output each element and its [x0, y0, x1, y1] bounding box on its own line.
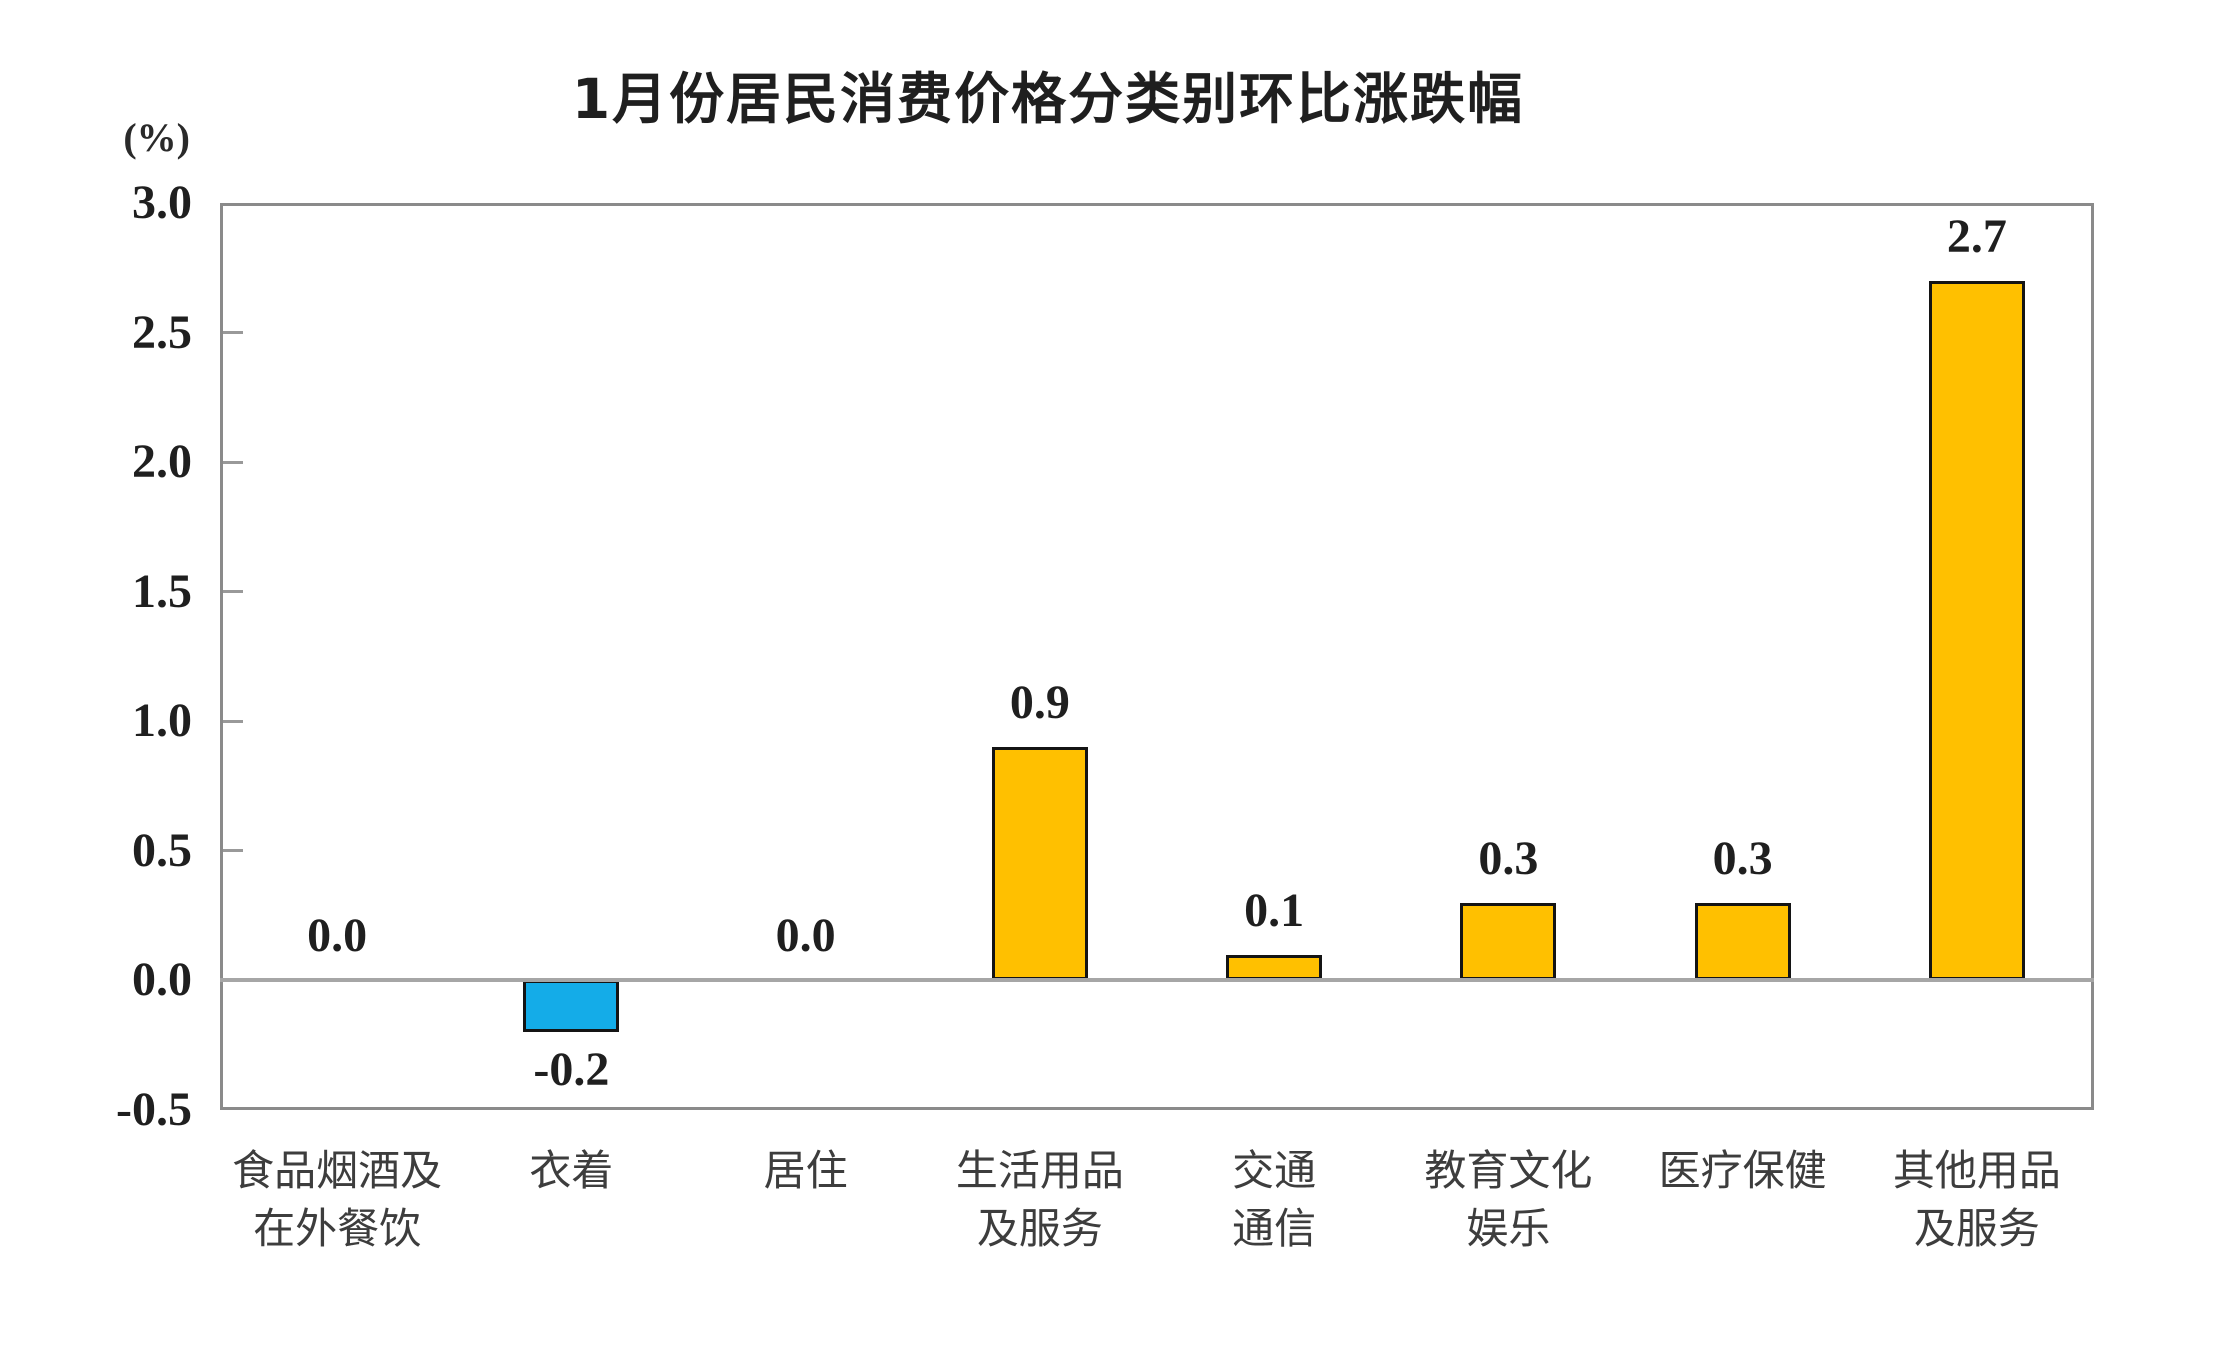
bar-value-label: 0.9 [1009, 676, 1070, 730]
bar-value-label: -0.2 [533, 1043, 610, 1097]
x-axis-label: 居住 [763, 1149, 848, 1195]
y-axis-tick-label: -0.5 [116, 1083, 192, 1136]
bar-value-label: 0.0 [307, 909, 368, 963]
bar-7 [1694, 902, 1791, 981]
y-axis-tick-label: 0.0 [132, 953, 192, 1007]
x-axis-label: 交通 通信 [1232, 1149, 1317, 1253]
plot-area [220, 203, 2094, 1110]
y-axis-tick-label: 2.5 [132, 305, 192, 359]
bar-2 [523, 980, 620, 1033]
y-axis-tick-mark [223, 849, 243, 853]
bar-value-label: 0.1 [1244, 883, 1305, 937]
x-axis-label: 生活用品 及服务 [955, 1149, 1124, 1253]
bar-value-label: 0.3 [1478, 831, 1539, 885]
y-axis-tick-mark [223, 460, 243, 464]
x-axis-label: 衣着 [529, 1149, 614, 1195]
y-axis-tick-mark [223, 331, 243, 335]
bar-value-label: 2.7 [1946, 209, 2007, 263]
x-axis-label: 其他用品 及服务 [1892, 1149, 2061, 1253]
y-axis-tick-label: 2.0 [132, 435, 192, 489]
y-axis-unit-label: (%) [123, 115, 190, 160]
x-axis-label: 食品烟酒及 在外餐饮 [232, 1149, 443, 1253]
y-axis-tick-label: 0.5 [132, 823, 192, 877]
bar-5 [1226, 954, 1323, 981]
bar-value-label: 0.0 [775, 909, 836, 963]
x-axis-label: 教育文化 娱乐 [1424, 1149, 1593, 1253]
bar-8 [1928, 280, 2025, 981]
x-axis-label: 医疗保健 [1658, 1149, 1827, 1195]
bar-value-label: 0.3 [1712, 831, 1773, 885]
zero-baseline [220, 978, 2094, 983]
chart-title: 1月份居民消费价格分类别环比涨跌幅 [571, 67, 1525, 131]
bar-4 [991, 747, 1088, 981]
y-axis-tick-label: 1.0 [132, 694, 192, 748]
y-axis-tick-mark [223, 590, 243, 594]
y-axis-tick-label: 3.0 [132, 176, 192, 229]
y-axis-tick-label: 1.5 [132, 564, 192, 618]
y-axis-tick-mark [223, 719, 243, 723]
bar-6 [1460, 902, 1557, 981]
